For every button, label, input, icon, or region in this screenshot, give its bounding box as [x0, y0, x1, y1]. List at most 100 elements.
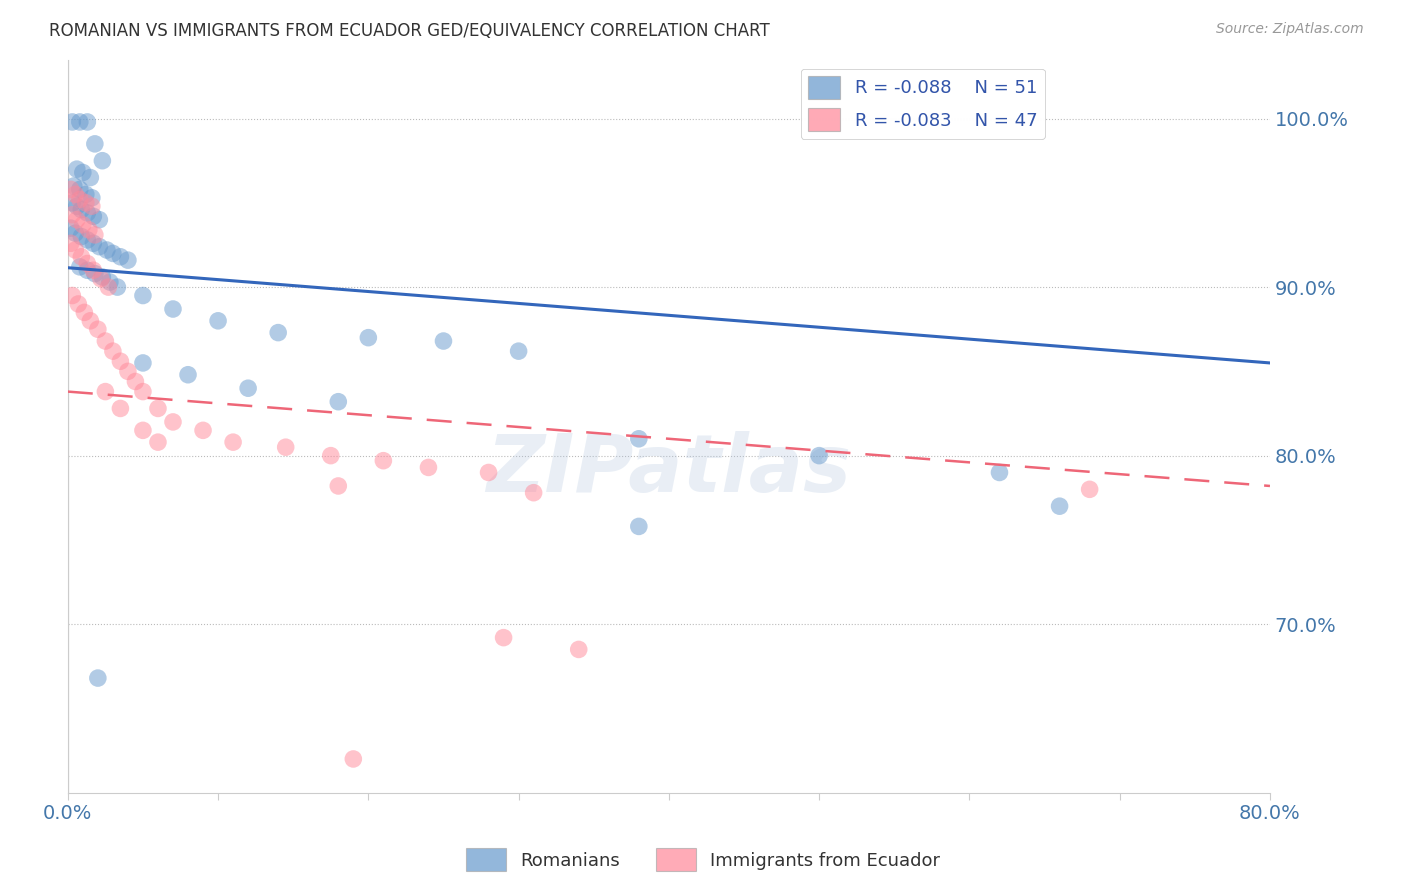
Point: [342, 752, 364, 766]
Point: [66, 199, 89, 213]
Point: [87, 671, 110, 685]
Point: [65, 226, 87, 240]
Point: [96, 243, 118, 257]
Point: [97, 280, 120, 294]
Point: [89, 212, 111, 227]
Legend: R = -0.088    N = 51, R = -0.083    N = 47: R = -0.088 N = 51, R = -0.083 N = 47: [800, 69, 1045, 138]
Point: [76, 233, 98, 247]
Point: [627, 519, 650, 533]
Point: [177, 368, 200, 382]
Point: [79, 314, 101, 328]
Point: [146, 435, 169, 450]
Point: [508, 344, 530, 359]
Point: [69, 115, 91, 129]
Point: [72, 218, 94, 232]
Point: [328, 479, 350, 493]
Point: [72, 165, 94, 179]
Point: [59, 182, 82, 196]
Point: [94, 384, 117, 399]
Point: [207, 314, 229, 328]
Point: [73, 305, 96, 319]
Point: [70, 202, 93, 217]
Point: [222, 435, 245, 450]
Point: [76, 263, 98, 277]
Point: [373, 453, 395, 467]
Point: [69, 182, 91, 196]
Point: [808, 449, 831, 463]
Point: [82, 263, 104, 277]
Point: [132, 288, 155, 302]
Point: [110, 354, 132, 368]
Point: [105, 280, 128, 294]
Point: [988, 466, 1011, 480]
Point: [357, 331, 380, 345]
Point: [124, 375, 146, 389]
Point: [191, 423, 214, 437]
Point: [83, 267, 105, 281]
Point: [60, 208, 83, 222]
Point: [87, 322, 110, 336]
Point: [328, 394, 350, 409]
Point: [83, 227, 105, 242]
Point: [70, 229, 93, 244]
Point: [101, 344, 124, 359]
Point: [274, 440, 297, 454]
Point: [66, 212, 89, 227]
Point: [132, 384, 155, 399]
Point: [477, 466, 499, 480]
Point: [59, 236, 82, 251]
Point: [66, 162, 89, 177]
Point: [59, 221, 82, 235]
Point: [418, 460, 440, 475]
Point: [568, 642, 591, 657]
Point: [63, 179, 86, 194]
Point: [162, 301, 184, 316]
Point: [79, 170, 101, 185]
Point: [76, 115, 98, 129]
Text: ZIPatlas: ZIPatlas: [486, 431, 852, 509]
Point: [90, 271, 112, 285]
Point: [132, 356, 155, 370]
Point: [117, 364, 139, 378]
Point: [236, 381, 259, 395]
Point: [110, 401, 132, 416]
Point: [492, 631, 515, 645]
Point: [83, 136, 105, 151]
Point: [146, 401, 169, 416]
Point: [75, 187, 97, 202]
Point: [82, 236, 104, 251]
Point: [523, 485, 546, 500]
Point: [98, 275, 121, 289]
Point: [65, 187, 87, 202]
Point: [132, 423, 155, 437]
Point: [162, 415, 184, 429]
Point: [76, 256, 98, 270]
Point: [80, 191, 103, 205]
Point: [94, 334, 117, 348]
Point: [60, 115, 83, 129]
Point: [67, 297, 90, 311]
Point: [80, 199, 103, 213]
Point: [89, 240, 111, 254]
Text: ROMANIAN VS IMMIGRANTS FROM ECUADOR GED/EQUIVALENCY CORRELATION CHART: ROMANIAN VS IMMIGRANTS FROM ECUADOR GED/…: [49, 22, 770, 40]
Point: [65, 243, 87, 257]
Point: [267, 326, 290, 340]
Point: [110, 250, 132, 264]
Point: [1049, 499, 1071, 513]
Point: [319, 449, 342, 463]
Point: [627, 432, 650, 446]
Text: Source: ZipAtlas.com: Source: ZipAtlas.com: [1216, 22, 1364, 37]
Point: [70, 250, 93, 264]
Legend: Romanians, Immigrants from Ecuador: Romanians, Immigrants from Ecuador: [458, 841, 948, 879]
Point: [101, 246, 124, 260]
Point: [69, 260, 91, 274]
Point: [432, 334, 454, 348]
Point: [77, 223, 100, 237]
Point: [60, 195, 83, 210]
Point: [91, 153, 114, 168]
Point: [1078, 483, 1101, 497]
Point: [82, 210, 104, 224]
Point: [91, 270, 114, 285]
Point: [117, 253, 139, 268]
Point: [76, 206, 98, 220]
